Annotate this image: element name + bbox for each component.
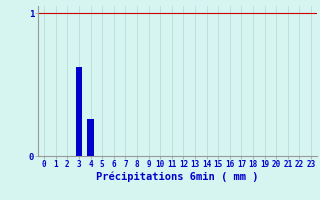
Bar — [87, 119, 94, 156]
Bar — [76, 67, 83, 156]
X-axis label: Précipitations 6min ( mm ): Précipitations 6min ( mm ) — [96, 172, 259, 182]
